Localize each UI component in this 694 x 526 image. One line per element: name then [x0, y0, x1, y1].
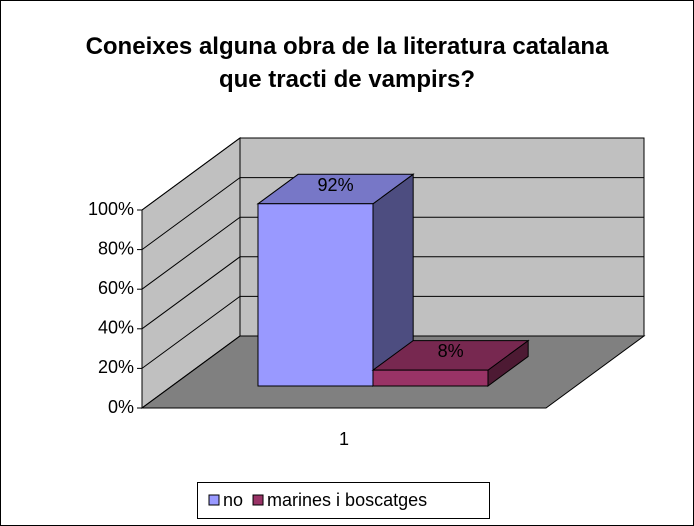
legend-label: marines i boscatges: [267, 490, 427, 510]
grid-line: [141, 256, 644, 330]
grid-line: [141, 216, 644, 290]
bar-front: [372, 369, 489, 387]
data-label: 8%: [438, 341, 464, 361]
legend-swatch: [208, 494, 220, 506]
y-tick-label: 80%: [98, 238, 134, 258]
legend-swatch: [252, 494, 264, 506]
bar: [256, 173, 415, 387]
y-tick-label: 100%: [88, 199, 134, 219]
legend-label: no: [223, 490, 243, 510]
grid-line: [141, 137, 644, 211]
bar-front: [257, 203, 374, 387]
y-tick-label: 60%: [98, 278, 134, 298]
x-tick-label: 1: [339, 429, 349, 449]
grid-line: [141, 335, 644, 409]
grid-line: [141, 177, 644, 251]
grid-line: [141, 295, 644, 369]
legend-box: [197, 482, 490, 519]
chart-title: Coneixes alguna obra de la literatura ca…: [85, 33, 609, 93]
y-tick-label: 20%: [98, 357, 134, 377]
data-label: 92%: [318, 175, 354, 195]
bar: [371, 339, 530, 387]
y-tick-label: 40%: [98, 318, 134, 338]
y-tick-label: 0%: [108, 397, 134, 417]
